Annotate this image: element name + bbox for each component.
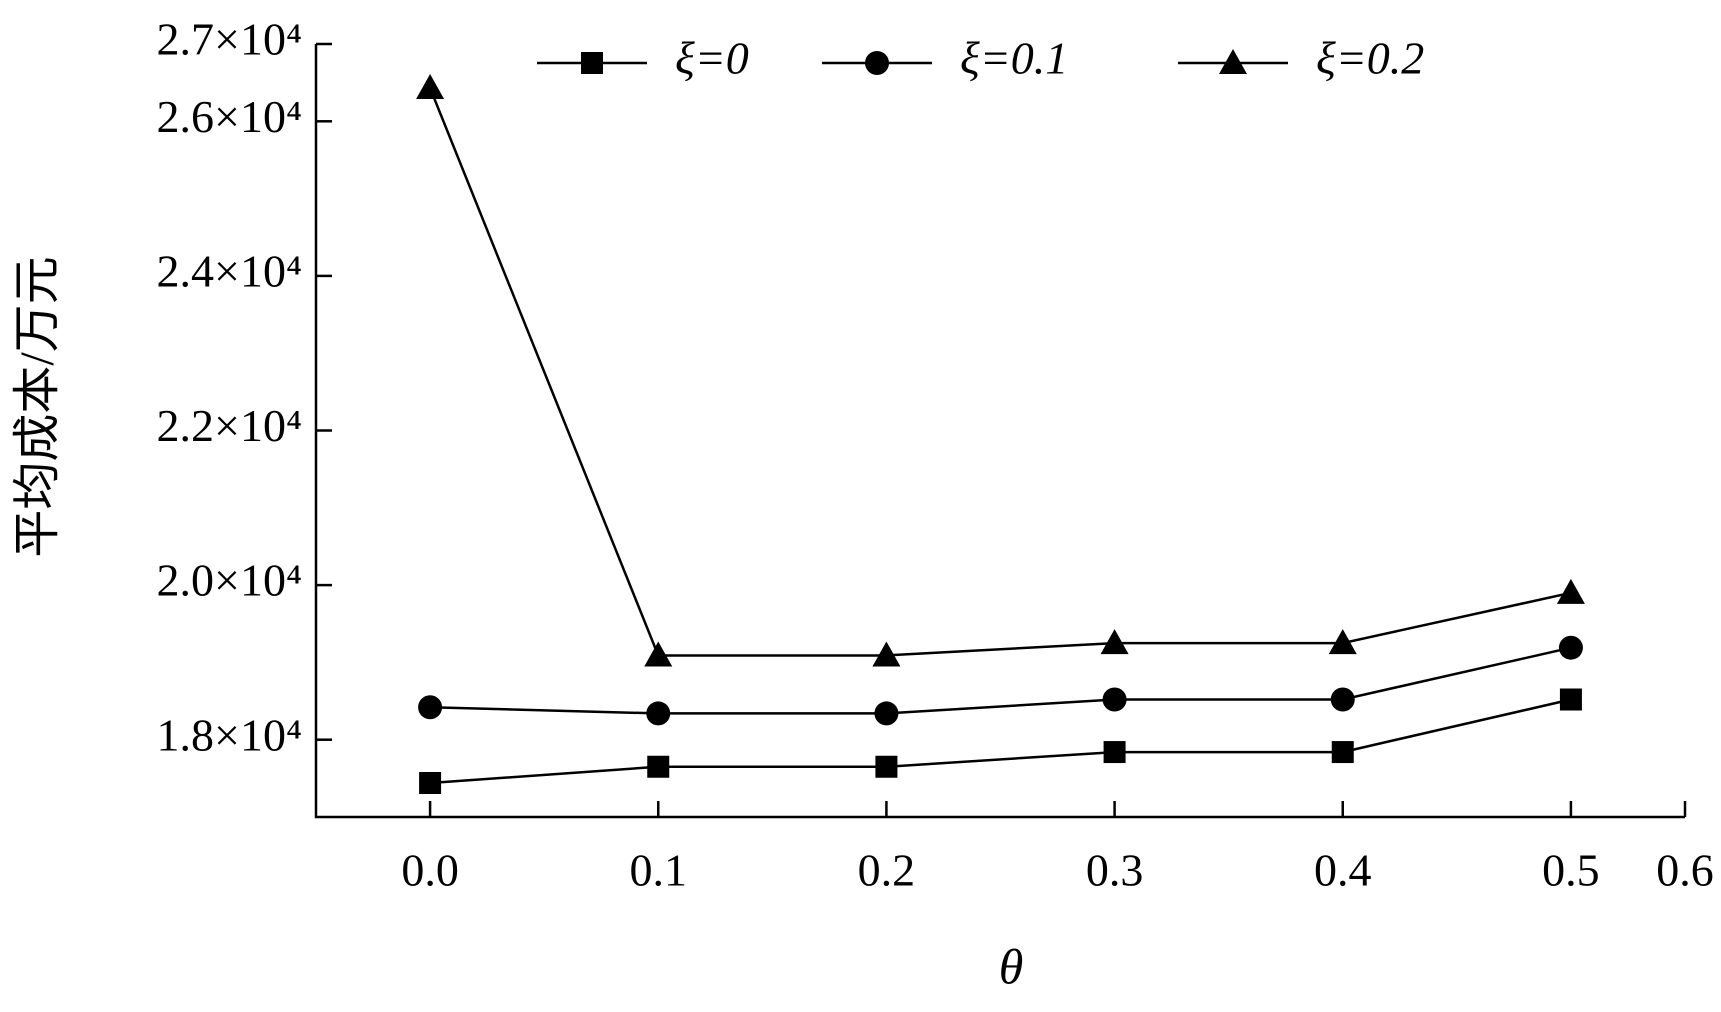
data-point — [646, 701, 671, 726]
x-tick-label: 0.3 — [1086, 845, 1144, 896]
y-tick-label: 2.7×10⁴ — [157, 14, 302, 65]
legend-label: ξ=0.2 — [1316, 33, 1424, 84]
data-point — [1331, 741, 1354, 764]
data-point — [872, 641, 901, 667]
data-point — [1330, 687, 1355, 712]
series-line — [430, 646, 1572, 715]
x-tick-label: 0.5 — [1542, 845, 1600, 896]
y-tick-label: 2.6×10⁴ — [157, 91, 302, 142]
x-tick-label: 0.4 — [1314, 845, 1372, 896]
data-point — [1103, 741, 1126, 764]
data-point — [874, 701, 899, 726]
data-point — [419, 771, 442, 794]
data-point — [416, 74, 445, 100]
y-axis-label: 平均成本/万元 — [11, 256, 64, 557]
data-point — [1102, 687, 1127, 712]
legend-label: ξ=0 — [675, 33, 749, 84]
data-point — [644, 641, 673, 667]
x-tick-label: 0.1 — [630, 845, 688, 896]
data-point — [1100, 629, 1129, 655]
data-point — [1556, 578, 1585, 604]
x-axis-label: θ — [999, 938, 1024, 994]
y-tick-label: 2.0×10⁴ — [157, 555, 302, 606]
data-point — [875, 755, 898, 778]
data-point — [1328, 629, 1357, 655]
y-tick-label: 2.2×10⁴ — [157, 400, 302, 451]
y-tick-label: 1.8×10⁴ — [157, 709, 302, 760]
legend-marker — [581, 52, 603, 74]
legend-marker — [1219, 49, 1247, 74]
series-line — [428, 87, 1572, 657]
data-point — [1559, 688, 1582, 711]
data-point — [647, 755, 670, 778]
data-point — [1558, 635, 1583, 660]
y-tick-label: 2.4×10⁴ — [157, 245, 302, 296]
series-line — [429, 698, 1572, 785]
legend-marker — [865, 51, 889, 75]
x-tick-label: 0.0 — [401, 845, 459, 896]
axis-frame — [314, 44, 1685, 819]
legend-label: ξ=0.1 — [960, 33, 1068, 84]
x-tick-label: 0.6 — [1656, 845, 1714, 896]
data-point — [418, 695, 443, 720]
x-tick-label: 0.2 — [858, 845, 916, 896]
